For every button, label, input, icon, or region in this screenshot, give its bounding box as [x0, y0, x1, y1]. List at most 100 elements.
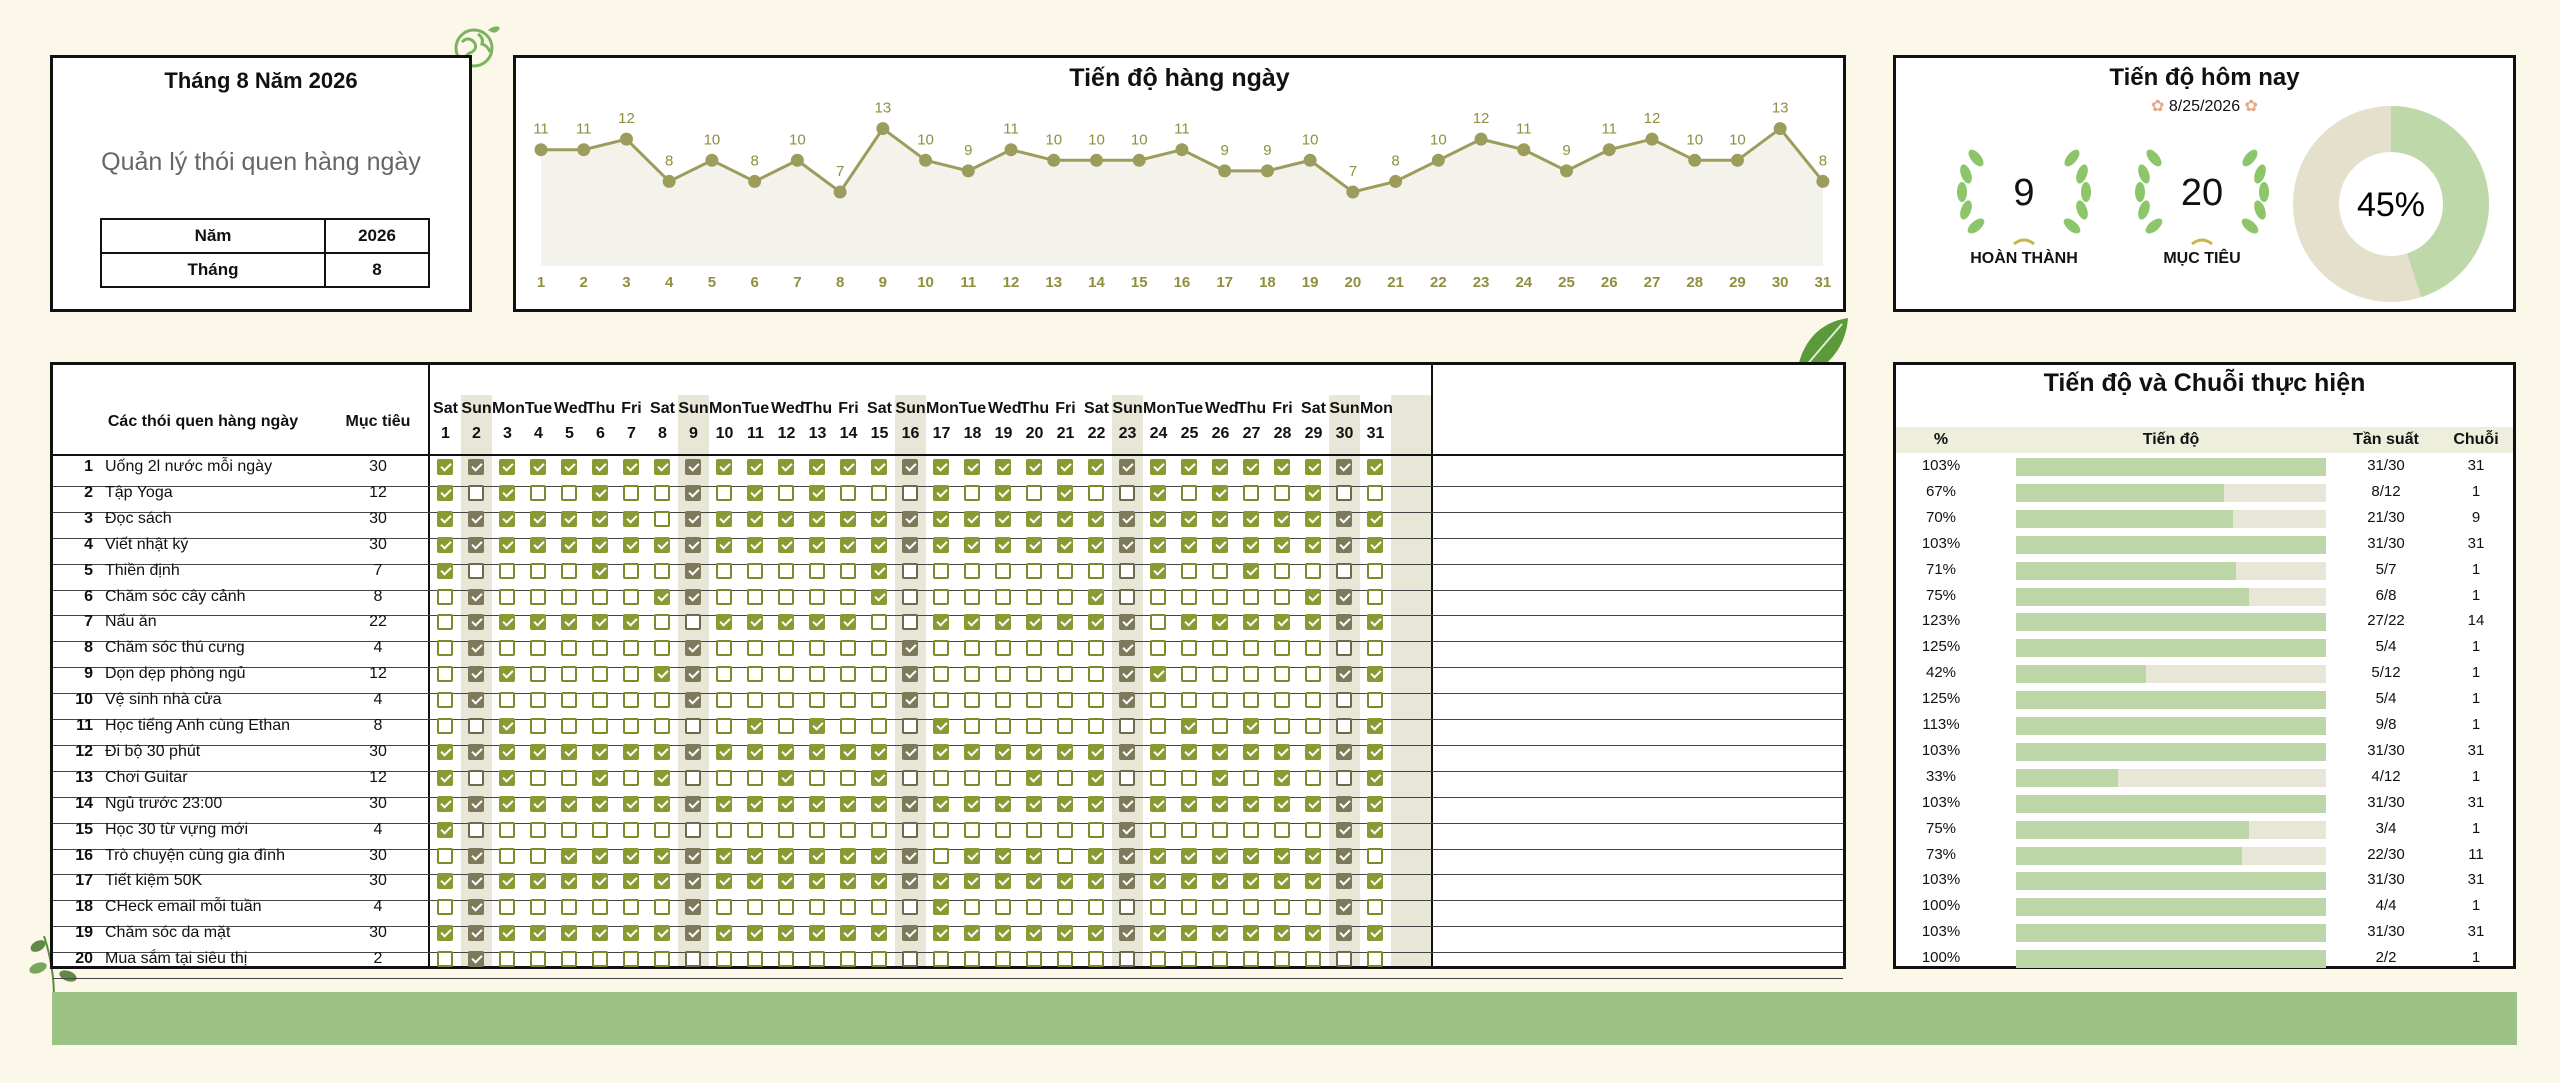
- habit-checkbox[interactable]: [685, 847, 701, 864]
- habit-checkbox[interactable]: [1274, 692, 1290, 709]
- habit-checkbox[interactable]: [1057, 484, 1073, 501]
- habit-checkbox[interactable]: [1088, 459, 1104, 475]
- habit-checkbox[interactable]: [840, 536, 856, 553]
- habit-checkbox[interactable]: [1057, 666, 1073, 683]
- habit-checkbox[interactable]: [778, 614, 794, 631]
- habit-checkbox[interactable]: [964, 640, 980, 657]
- habit-checkbox[interactable]: [592, 640, 608, 657]
- habit-checkbox[interactable]: [499, 873, 515, 890]
- habit-checkbox[interactable]: [685, 666, 701, 683]
- habit-checkbox[interactable]: [902, 588, 918, 605]
- habit-checkbox[interactable]: [1088, 873, 1104, 890]
- habit-checkbox[interactable]: [778, 692, 794, 709]
- habit-checkbox[interactable]: [902, 640, 918, 657]
- habit-checkbox[interactable]: [1212, 510, 1228, 527]
- habit-checkbox[interactable]: [1212, 666, 1228, 683]
- habit-checkbox[interactable]: [871, 484, 887, 501]
- habit-checkbox[interactable]: [623, 562, 639, 579]
- habit-checkbox[interactable]: [933, 459, 949, 475]
- habit-checkbox[interactable]: [437, 459, 453, 475]
- habit-checkbox[interactable]: [1336, 769, 1352, 786]
- habit-checkbox[interactable]: [1336, 562, 1352, 579]
- habit-checkbox[interactable]: [530, 614, 546, 631]
- habit-checkbox[interactable]: [1305, 692, 1321, 709]
- habit-checkbox[interactable]: [1150, 510, 1166, 527]
- habit-checkbox[interactable]: [809, 562, 825, 579]
- habit-checkbox[interactable]: [1305, 536, 1321, 553]
- habit-checkbox[interactable]: [685, 769, 701, 786]
- habit-checkbox[interactable]: [499, 847, 515, 864]
- habit-checkbox[interactable]: [1243, 562, 1259, 579]
- habit-checkbox[interactable]: [1305, 459, 1321, 475]
- habit-checkbox[interactable]: [1274, 873, 1290, 890]
- habit-checkbox[interactable]: [1026, 873, 1042, 890]
- habit-checkbox[interactable]: [468, 769, 484, 786]
- habit-checkbox[interactable]: [902, 536, 918, 553]
- habit-checkbox[interactable]: [623, 536, 639, 553]
- habit-checkbox[interactable]: [1150, 562, 1166, 579]
- habit-checkbox[interactable]: [1026, 925, 1042, 942]
- habit-checkbox[interactable]: [654, 536, 670, 553]
- habit-checkbox[interactable]: [840, 666, 856, 683]
- habit-checkbox[interactable]: [933, 925, 949, 942]
- habit-checkbox[interactable]: [685, 821, 701, 838]
- habit-checkbox[interactable]: [995, 640, 1011, 657]
- habit-checkbox[interactable]: [840, 821, 856, 838]
- habit-checkbox[interactable]: [685, 640, 701, 657]
- habit-checkbox[interactable]: [871, 692, 887, 709]
- habit-checkbox[interactable]: [685, 795, 701, 812]
- habit-checkbox[interactable]: [1367, 899, 1383, 916]
- habit-checkbox[interactable]: [902, 484, 918, 501]
- habit-checkbox[interactable]: [499, 459, 515, 475]
- habit-checkbox[interactable]: [437, 614, 453, 631]
- habit-checkbox[interactable]: [902, 951, 918, 968]
- habit-checkbox[interactable]: [902, 510, 918, 527]
- habit-checkbox[interactable]: [1336, 899, 1352, 916]
- habit-checkbox[interactable]: [809, 510, 825, 527]
- habit-checkbox[interactable]: [1243, 925, 1259, 942]
- habit-checkbox[interactable]: [1057, 536, 1073, 553]
- habit-checkbox[interactable]: [654, 666, 670, 683]
- habit-checkbox[interactable]: [654, 588, 670, 605]
- habit-checkbox[interactable]: [1336, 459, 1352, 475]
- habit-checkbox[interactable]: [592, 484, 608, 501]
- habit-checkbox[interactable]: [747, 951, 763, 968]
- habit-checkbox[interactable]: [1336, 821, 1352, 838]
- habit-checkbox[interactable]: [1057, 743, 1073, 760]
- habit-checkbox[interactable]: [716, 718, 732, 734]
- habit-checkbox[interactable]: [809, 614, 825, 631]
- habit-checkbox[interactable]: [530, 666, 546, 683]
- habit-checkbox[interactable]: [902, 899, 918, 916]
- habit-checkbox[interactable]: [747, 821, 763, 838]
- habit-checkbox[interactable]: [1119, 821, 1135, 838]
- habit-checkbox[interactable]: [1305, 925, 1321, 942]
- habit-checkbox[interactable]: [1088, 951, 1104, 968]
- habit-checkbox[interactable]: [1119, 847, 1135, 864]
- habit-checkbox[interactable]: [1181, 718, 1197, 734]
- habit-checkbox[interactable]: [1088, 718, 1104, 734]
- habit-checkbox[interactable]: [716, 951, 732, 968]
- habit-checkbox[interactable]: [1150, 588, 1166, 605]
- habit-checkbox[interactable]: [468, 821, 484, 838]
- habit-checkbox[interactable]: [1088, 899, 1104, 916]
- habit-checkbox[interactable]: [778, 847, 794, 864]
- habit-checkbox[interactable]: [778, 484, 794, 501]
- habit-checkbox[interactable]: [716, 847, 732, 864]
- habit-checkbox[interactable]: [1274, 510, 1290, 527]
- habit-checkbox[interactable]: [1119, 899, 1135, 916]
- habit-checkbox[interactable]: [530, 847, 546, 864]
- habit-checkbox[interactable]: [747, 459, 763, 475]
- habit-checkbox[interactable]: [468, 925, 484, 942]
- habit-checkbox[interactable]: [499, 588, 515, 605]
- habit-checkbox[interactable]: [778, 899, 794, 916]
- habit-checkbox[interactable]: [716, 588, 732, 605]
- habit-checkbox[interactable]: [1150, 640, 1166, 657]
- habit-checkbox[interactable]: [964, 614, 980, 631]
- habit-checkbox[interactable]: [1119, 640, 1135, 657]
- habit-checkbox[interactable]: [561, 692, 577, 709]
- habit-checkbox[interactable]: [1119, 510, 1135, 527]
- habit-checkbox[interactable]: [1057, 588, 1073, 605]
- habit-checkbox[interactable]: [468, 873, 484, 890]
- habit-checkbox[interactable]: [1336, 795, 1352, 812]
- habit-checkbox[interactable]: [1274, 459, 1290, 475]
